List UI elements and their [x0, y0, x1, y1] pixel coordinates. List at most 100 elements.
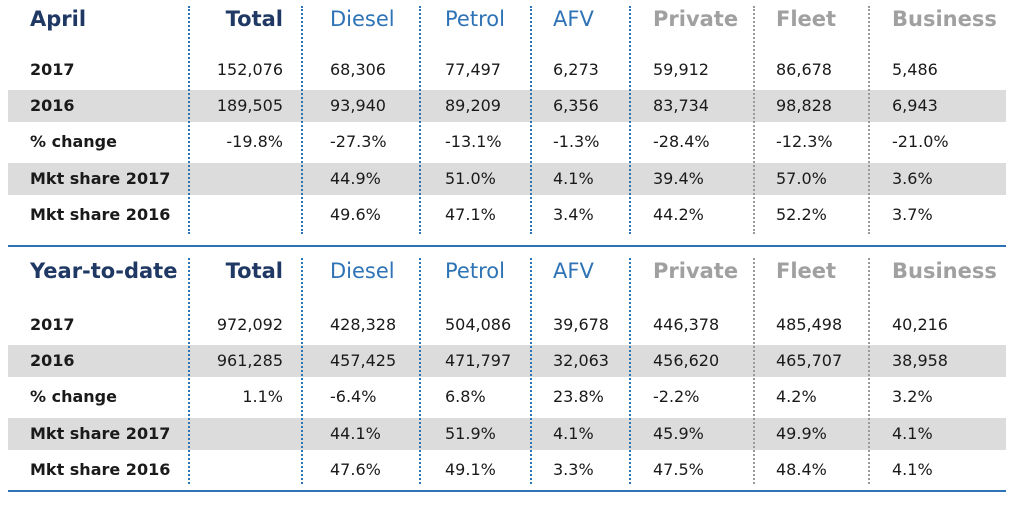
- cell-diesel: 93,940: [330, 96, 386, 115]
- cell-diesel: 44.1%: [330, 424, 381, 443]
- row-label: % change: [30, 132, 117, 151]
- column-divider: [419, 6, 421, 234]
- row-label: Mkt share 2017: [30, 169, 171, 188]
- cell-diesel: 49.6%: [330, 205, 381, 224]
- header-business: Business: [892, 259, 997, 283]
- header-petrol: Petrol: [445, 7, 505, 31]
- cell-petrol: 471,797: [445, 351, 512, 370]
- april-table: April Total Diesel Petrol AFV Private Fl…: [8, 0, 1006, 247]
- cell-fleet: 485,498: [776, 315, 843, 334]
- cell-diesel: 428,328: [330, 315, 397, 334]
- row-label: 2017: [30, 60, 75, 79]
- cell-fleet: 98,828: [776, 96, 832, 115]
- column-divider: [301, 6, 303, 234]
- cell-petrol: 51.9%: [445, 424, 496, 443]
- cell-diesel: 47.6%: [330, 460, 381, 479]
- column-divider: [753, 258, 755, 484]
- table-row: Mkt share 2016 47.6% 49.1% 3.3% 47.5% 48…: [8, 454, 1006, 486]
- header-fleet: Fleet: [776, 7, 837, 31]
- table-row: % change 1.1% -6.4% 6.8% 23.8% -2.2% 4.2…: [8, 381, 1006, 413]
- cell-fleet: 465,707: [776, 351, 843, 370]
- cell-total: -19.8%: [226, 132, 283, 151]
- cell-business: 3.6%: [892, 169, 933, 188]
- header-business: Business: [892, 7, 997, 31]
- row-label: Mkt share 2017: [30, 424, 171, 443]
- table-row: 2016 961,285 457,425 471,797 32,063 456,…: [8, 345, 1006, 377]
- cell-fleet: 57.0%: [776, 169, 827, 188]
- cell-private: 446,378: [653, 315, 720, 334]
- cell-total: 189,505: [216, 96, 283, 115]
- cell-afv: -1.3%: [553, 132, 600, 151]
- column-divider: [301, 258, 303, 484]
- header-total: Total: [225, 259, 283, 283]
- column-divider: [629, 6, 631, 234]
- cell-petrol: 89,209: [445, 96, 501, 115]
- cell-fleet: -12.3%: [776, 132, 833, 151]
- cell-private: -2.2%: [653, 387, 700, 406]
- table-row: Mkt share 2017 44.1% 51.9% 4.1% 45.9% 49…: [8, 418, 1006, 450]
- cell-afv: 4.1%: [553, 424, 594, 443]
- cell-private: -28.4%: [653, 132, 710, 151]
- column-divider: [868, 258, 870, 484]
- cell-business: 4.1%: [892, 424, 933, 443]
- cell-business: 5,486: [892, 60, 938, 79]
- row-label: 2017: [30, 315, 75, 334]
- cell-petrol: 77,497: [445, 60, 501, 79]
- row-label: Mkt share 2016: [30, 460, 171, 479]
- cell-afv: 6,273: [553, 60, 599, 79]
- cell-private: 83,734: [653, 96, 709, 115]
- cell-business: 4.1%: [892, 460, 933, 479]
- cell-total: 972,092: [216, 315, 283, 334]
- column-divider: [530, 258, 532, 484]
- cell-private: 45.9%: [653, 424, 704, 443]
- cell-afv: 39,678: [553, 315, 609, 334]
- cell-business: 3.2%: [892, 387, 933, 406]
- cell-petrol: -13.1%: [445, 132, 502, 151]
- cell-fleet: 4.2%: [776, 387, 817, 406]
- cell-diesel: 457,425: [330, 351, 397, 370]
- cell-private: 456,620: [653, 351, 720, 370]
- cell-total: 961,285: [216, 351, 283, 370]
- cell-afv: 3.3%: [553, 460, 594, 479]
- table-row: 2017 972,092 428,328 504,086 39,678 446,…: [8, 309, 1006, 341]
- cell-petrol: 6.8%: [445, 387, 486, 406]
- cell-afv: 4.1%: [553, 169, 594, 188]
- cell-private: 39.4%: [653, 169, 704, 188]
- header-total: Total: [225, 7, 283, 31]
- header-petrol: Petrol: [445, 259, 505, 283]
- cell-afv: 3.4%: [553, 205, 594, 224]
- header-afv: AFV: [553, 7, 594, 31]
- cell-business: -21.0%: [892, 132, 949, 151]
- row-label: 2016: [30, 96, 75, 115]
- row-label: Mkt share 2016: [30, 205, 171, 224]
- cell-business: 3.7%: [892, 205, 933, 224]
- cell-diesel: 68,306: [330, 60, 386, 79]
- cell-fleet: 49.9%: [776, 424, 827, 443]
- cell-fleet: 52.2%: [776, 205, 827, 224]
- cell-private: 59,912: [653, 60, 709, 79]
- column-divider: [419, 258, 421, 484]
- april-title: April: [30, 7, 87, 31]
- cell-petrol: 47.1%: [445, 205, 496, 224]
- column-divider: [530, 6, 532, 234]
- header-private: Private: [653, 259, 739, 283]
- cell-petrol: 51.0%: [445, 169, 496, 188]
- cell-private: 44.2%: [653, 205, 704, 224]
- header-diesel: Diesel: [330, 259, 395, 283]
- ytd-header-row: Year-to-date Total Diesel Petrol AFV Pri…: [8, 256, 1006, 288]
- cell-fleet: 48.4%: [776, 460, 827, 479]
- cell-petrol: 504,086: [445, 315, 512, 334]
- year-to-date-table: Year-to-date Total Diesel Petrol AFV Pri…: [8, 252, 1006, 492]
- table-row: % change -19.8% -27.3% -13.1% -1.3% -28.…: [8, 126, 1006, 158]
- ytd-title: Year-to-date: [30, 259, 178, 283]
- column-divider: [188, 6, 190, 234]
- cell-total: 1.1%: [242, 387, 283, 406]
- column-divider: [868, 6, 870, 234]
- header-private: Private: [653, 7, 739, 31]
- cell-afv: 6,356: [553, 96, 599, 115]
- header-fleet: Fleet: [776, 259, 837, 283]
- cell-diesel: 44.9%: [330, 169, 381, 188]
- cell-afv: 32,063: [553, 351, 609, 370]
- cell-diesel: -6.4%: [330, 387, 377, 406]
- row-label: 2016: [30, 351, 75, 370]
